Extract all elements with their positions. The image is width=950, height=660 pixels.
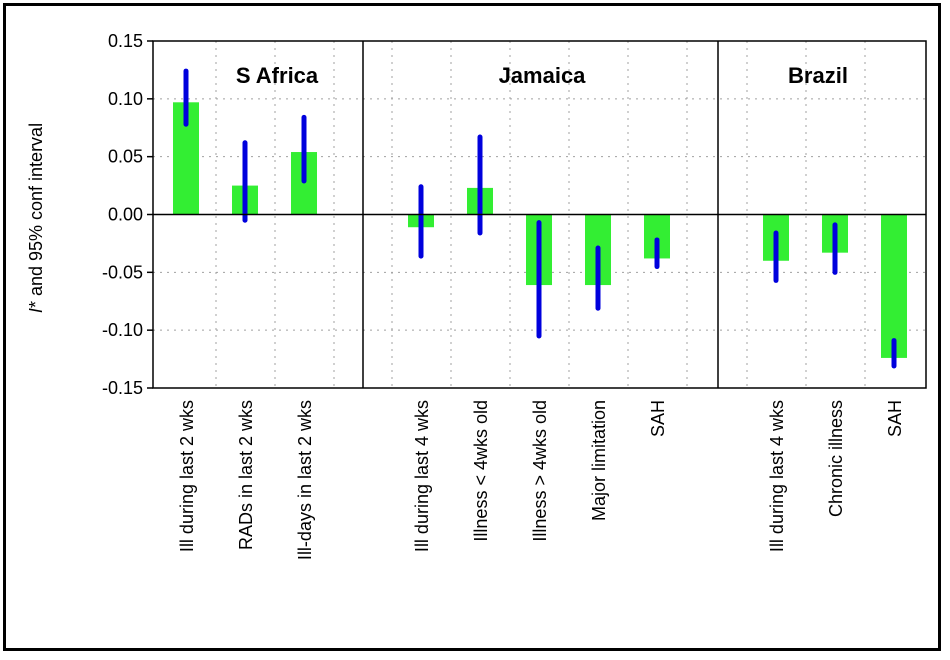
y-tick-label: -0.10 xyxy=(102,320,143,340)
y-axis-title-symbol: I xyxy=(26,308,46,313)
category-label: RADs in last 2 wks xyxy=(236,400,256,550)
y-tick-label: 0.10 xyxy=(108,89,143,109)
category-label: Illness < 4wks old xyxy=(471,400,491,542)
label-layer: -0.15 -0.10 -0.05 0.00 0.05 0.10 0.15 S Africa I… xyxy=(102,31,905,560)
category-label: Ill during last 4 wks xyxy=(767,400,787,552)
category-label: Ill-days in last 2 wks xyxy=(295,400,315,560)
group-title: Brazil xyxy=(788,63,848,88)
category-label: Illness > 4wks old xyxy=(530,400,550,542)
y-tick-label: -0.15 xyxy=(102,378,143,398)
y-tick-label: 0.05 xyxy=(108,147,143,167)
grid-layer xyxy=(153,41,926,388)
y-tick-label: 0.00 xyxy=(108,205,143,225)
category-label: Major limitation xyxy=(589,400,609,521)
y-axis-title-text: * and 95% conf interval xyxy=(26,123,46,308)
y-tick-label: 0.15 xyxy=(108,31,143,51)
chart-frame: -0.15 -0.10 -0.05 0.00 0.05 0.10 0.15 S Africa I… xyxy=(3,3,941,651)
y-tick-label: -0.05 xyxy=(102,262,143,282)
y-axis-title: I* and 95% conf interval xyxy=(26,123,46,313)
category-label: SAH xyxy=(648,400,668,437)
category-label: Chronic illness xyxy=(826,400,846,517)
category-label: SAH xyxy=(885,400,905,437)
axis-layer xyxy=(147,40,927,389)
category-label: Ill during last 2 wks xyxy=(177,400,197,552)
group-title: S Africa xyxy=(236,63,319,88)
group-title: Jamaica xyxy=(499,63,587,88)
bar-chart: -0.15 -0.10 -0.05 0.00 0.05 0.10 0.15 S Africa I… xyxy=(26,31,927,560)
ci-layer xyxy=(183,68,897,369)
category-label: Ill during last 4 wks xyxy=(412,400,432,552)
bar xyxy=(881,214,907,358)
